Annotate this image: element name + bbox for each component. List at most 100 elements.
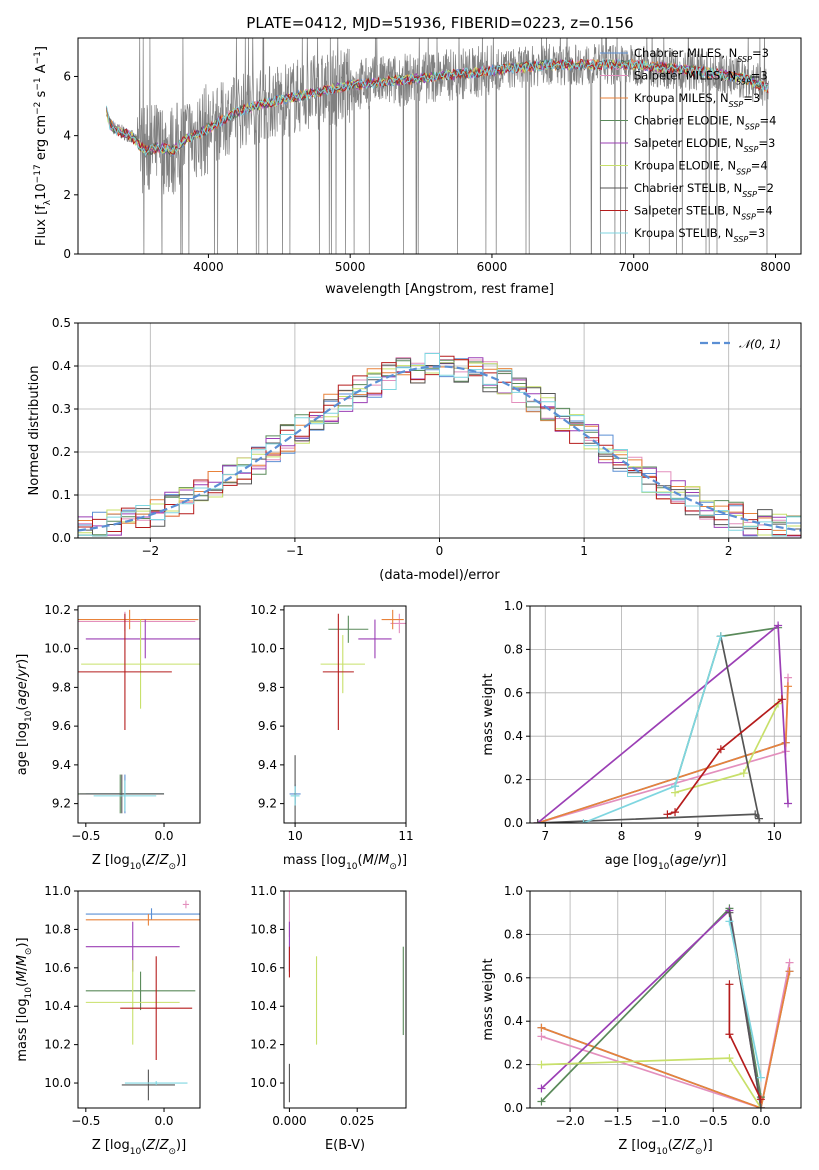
y-tick-label: 9.8 [52,680,71,694]
y-tick-label: 0.5 [52,316,71,330]
y-tick-label: 9.2 [258,797,277,811]
y-tick-label: 0.3 [52,402,71,416]
residuals-plot-area [78,352,801,537]
errorbar-salpeter-stelib [78,613,172,730]
weight-marker [756,1104,765,1108]
x-tick-label: 11 [398,829,413,843]
model-spectrum-chabrier-stelib [105,58,769,156]
spectrum-plot-area [105,38,769,254]
y-tick-label: 9.6 [258,719,277,733]
errorbar-kroupa-elodie [320,635,365,694]
model-spectrum-kroupa-stelib [105,57,769,157]
weight-line-kroupa-elodie [541,1057,762,1108]
x-axis-label: Z [log10(Z/Z⊙)] [618,1138,712,1157]
y-axis-label: mass weight [481,958,496,1040]
weight-marker [537,1023,546,1032]
weight-line-salpeter-miles [541,962,791,1108]
x-tick-label: 0.0 [154,1114,173,1128]
y-tick-label: 0.2 [52,445,71,459]
y-axis-label: mass weight [481,673,496,755]
legend-entry: Salpeter ELODIE, NSSP=3 [634,136,775,154]
weight-line-chabrier-stelib [537,636,761,823]
y-tick-label: 0.8 [504,927,523,941]
y-tick-label: 0.0 [504,816,523,830]
axes-frame [283,890,407,1109]
residuals-panel: −2 −1 0 1 2 0.0 0.1 0.2 0.3 0.4 0.5 (data-model)/er… [27,316,802,583]
weight-marker [725,917,734,926]
weight-marker [671,808,680,817]
y-axis-label: Flux [fλ10−17 erg cm−2 s−1 A−1] [33,46,53,246]
weight-vs-Z-panel: −2.0 −1.5 −1.0 −0.5 0.0 0.0 0.2 0.4 0.6 0.8 1.0 Z [… [481,884,802,1157]
residual-histogram [78,353,801,537]
weight-marker [716,745,725,754]
x-axis-label: wavelength [Angstrom, rest frame] [325,282,554,297]
x-axis-label: mass [log10(M/M⊙)] [283,853,407,872]
legend-entry: 𝒩(0, 1) [739,337,781,351]
weight-vs-age-panel: 7 8 9 10 0.0 0.2 0.4 0.6 0.8 1.0 age [log10(age/yr… [481,599,802,872]
errorbar-kroupa-miles [381,609,404,630]
y-tick-label: 10.0 [44,642,71,656]
weight-marker [537,1032,546,1041]
legend-entry: Salpeter MILES, NSSP=3 [634,69,768,87]
y-tick-label: 0.4 [52,359,71,373]
weight-marker [751,810,760,819]
y-tick-label: 1.0 [504,599,523,613]
mass-vs-Z-plot-area [85,900,200,1101]
y-tick-label: 0 [63,247,71,261]
x-tick-label: 0 [436,544,444,558]
weight-marker [725,1054,734,1063]
x-tick-label: 10 [767,829,782,843]
y-tick-label: 9.2 [52,797,71,811]
y-tick-label: 10.0 [250,642,277,656]
errorbar-chabrier-stelib [121,1069,175,1101]
y-tick-label: 9.8 [258,680,277,694]
errorbar-chabrier-elodie [85,971,196,1011]
age-vs-mass-plot-area [289,609,406,823]
y-tick-label: 0.6 [504,971,523,985]
normal-curve [78,365,801,532]
weight-line-salpeter-miles [537,677,789,823]
legend-entry: Salpeter STELIB, NSSP=4 [634,204,773,222]
weight-marker [756,1095,765,1104]
y-tick-label: 0.1 [52,488,71,502]
y-tick-label: 10.2 [44,1038,71,1052]
weight-marker [755,814,764,823]
weight-line-salpeter-stelib [667,698,783,816]
y-axis-label: mass [log10(M/M⊙)] [15,937,34,1061]
errorbar-kroupa-elodie [85,960,180,1045]
axes-frame [77,37,802,255]
x-tick-label: 1 [580,544,588,558]
x-tick-label: 8000 [760,260,791,274]
y-tick-label: 10.6 [44,961,71,975]
errorbar-kroupa-stelib [124,1081,188,1085]
x-tick-label: −1 [286,544,304,558]
y-tick-label: 10.2 [250,1038,277,1052]
x-tick-label: 8 [618,829,626,843]
y-tick-label: 0.0 [52,531,71,545]
spectrum-panel: 4000 5000 6000 7000 8000 0 2 4 6 wavelength [Angs… [33,37,802,297]
x-tick-label: −0.5 [71,1114,100,1128]
mass-vs-Z-panel: −0.5 0.0 10.0 10.2 10.4 10.6 10.8 11.0 Z [log10(… [15,884,201,1157]
y-tick-label: 0.4 [504,729,523,743]
x-tick-label: 0.025 [340,1114,374,1128]
weight-marker [537,1084,546,1093]
x-tick-label: −1.5 [603,1114,632,1128]
x-tick-label: 4000 [193,260,224,274]
y-tick-label: 9.4 [258,758,277,772]
legend-entry: Kroupa ELODIE, NSSP=4 [634,159,768,177]
y-axis-label: Normed distribution [27,366,42,496]
weight-marker [725,908,734,917]
weight-marker [663,810,672,819]
legend-entry: Chabrier MILES, NSSP=3 [634,46,769,64]
y-tick-label: 1.0 [504,884,523,898]
errorbar-salpeter-miles [182,900,190,909]
age-vs-Z-plot-area [78,609,200,814]
weight-marker [756,1073,765,1082]
y-tick-label: 10.2 [44,603,71,617]
y-tick-label: 4 [63,129,71,143]
weight-marker [537,1097,546,1106]
y-tick-label: 11.0 [250,884,277,898]
weight-marker [533,819,542,823]
y-tick-label: 9.4 [52,758,71,772]
weight-line-salpeter-elodie [540,908,762,1108]
